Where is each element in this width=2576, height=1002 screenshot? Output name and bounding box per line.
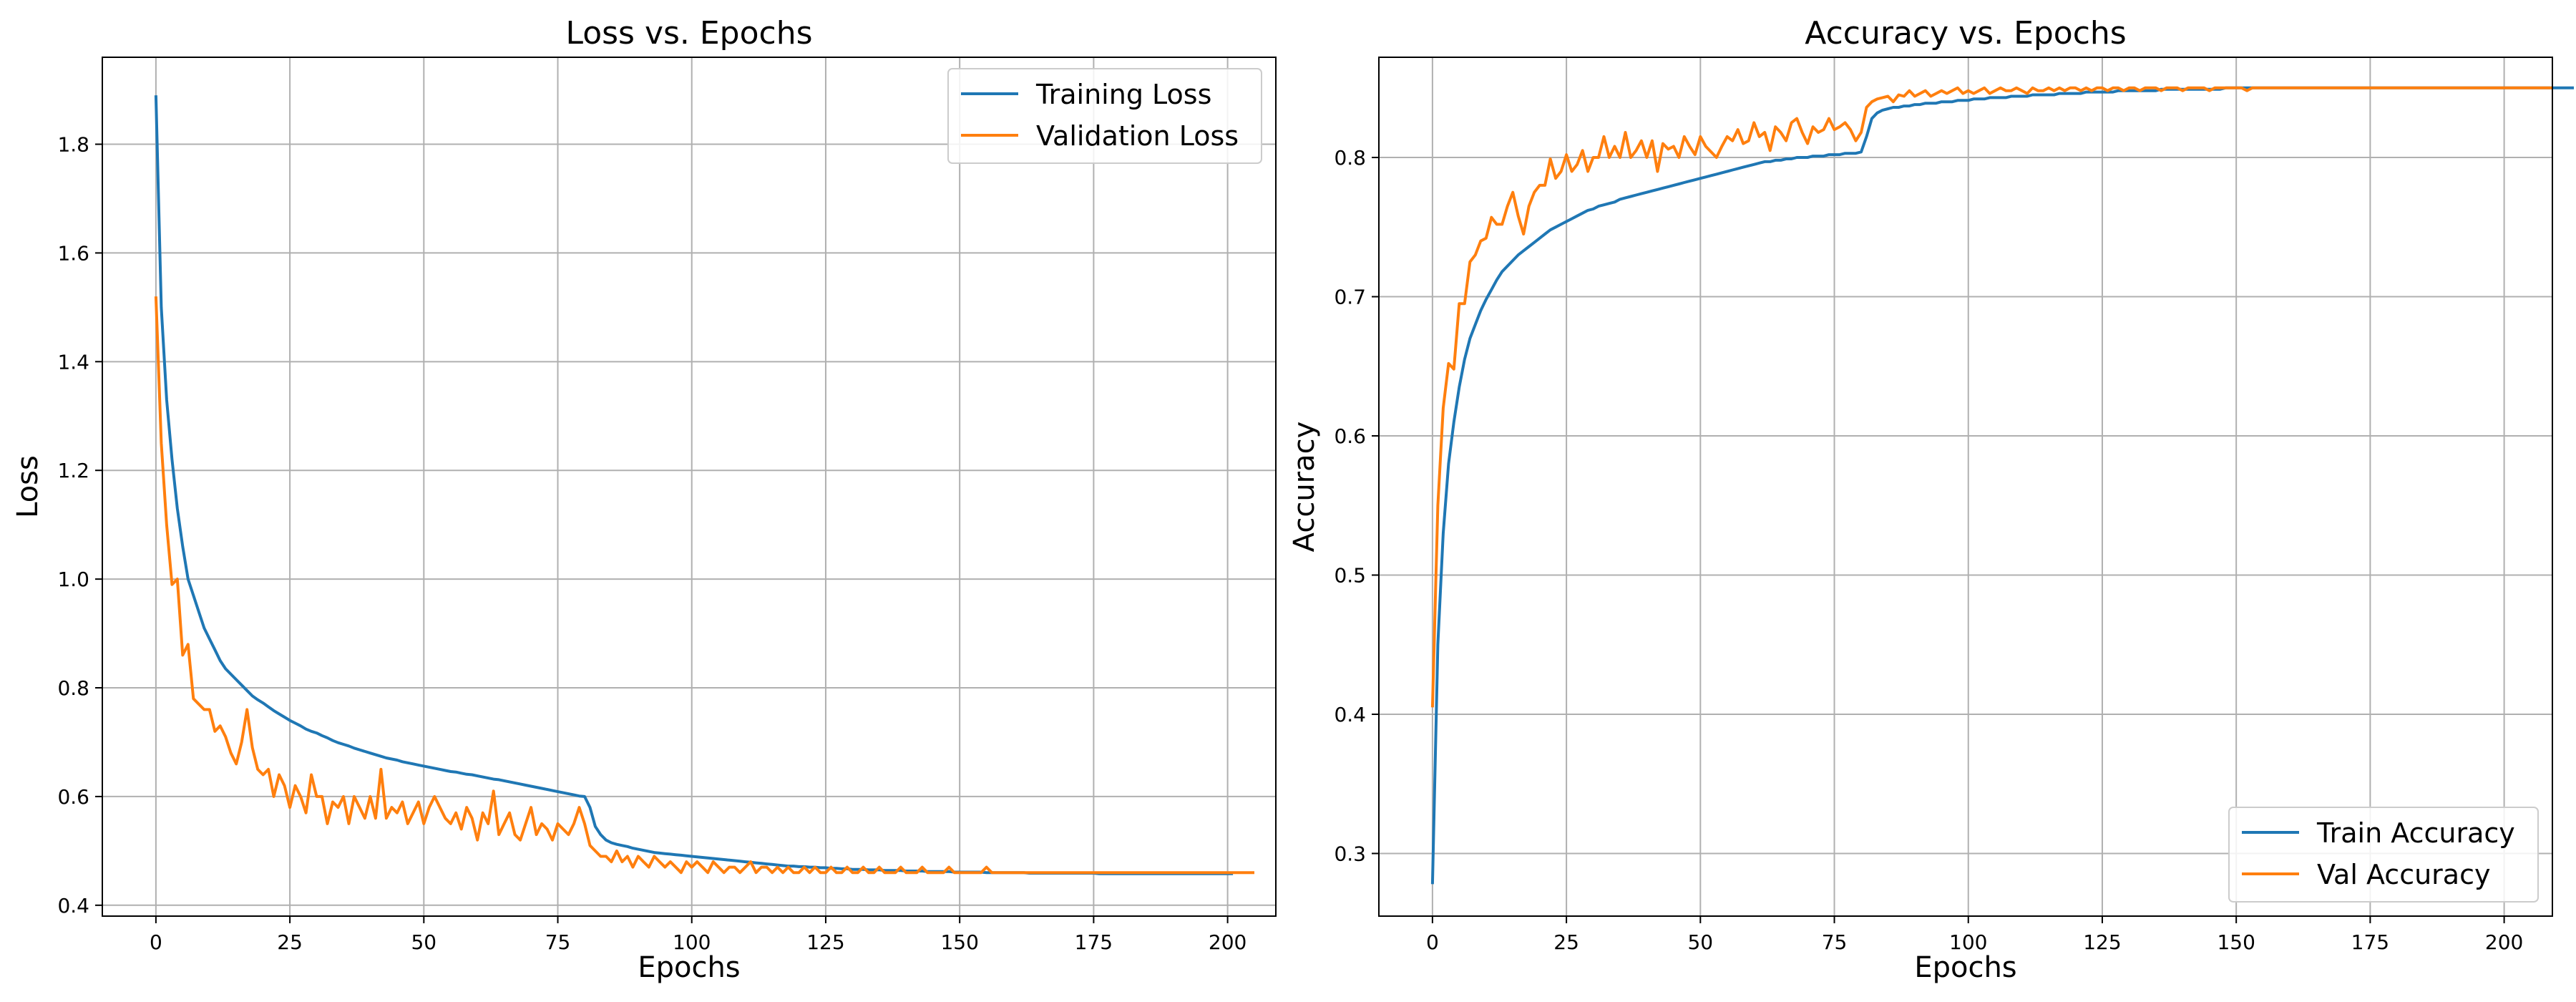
loss-chart-ytick-label-4: 1.2 <box>57 459 89 482</box>
loss-chart-series <box>154 95 1254 875</box>
loss-chart-frame <box>102 57 1277 917</box>
accuracy-chart-legend-box <box>2228 807 2539 903</box>
accuracy-chart-ticks: 0 25 50 75 100 125 150 175 200 0.3 0.4 0.5 0.6 0.7 0.8 <box>1334 146 2523 954</box>
loss-chart-grid <box>102 57 1276 916</box>
accuracy-chart-xtick-label-6: 150 <box>2217 930 2255 954</box>
accuracy-chart-series-0-line <box>1430 86 2574 885</box>
accuracy-chart-ylabel: Accuracy <box>1288 422 1321 553</box>
loss-chart-xtick-label-3: 75 <box>545 930 571 954</box>
loss-chart-ytick-label-3: 1.0 <box>57 568 89 591</box>
accuracy-chart-xlabel: Epochs <box>1914 951 2016 984</box>
loss-chart-series-0-line <box>154 95 1234 875</box>
accuracy-chart-ytick-label-3: 0.6 <box>1334 424 1366 448</box>
loss-chart-ytick-label-2: 0.8 <box>57 676 89 700</box>
loss-chart-xtick-label-4: 100 <box>673 930 711 954</box>
loss-chart: Loss vs. Epochs 0 25 50 75 100 125 150 175 200 0.… <box>11 15 1277 984</box>
loss-chart-legend: Training Loss Validation Loss <box>947 68 1262 164</box>
accuracy-chart-series <box>1430 86 2574 885</box>
loss-chart-ytick-label-5: 1.4 <box>57 350 89 374</box>
accuracy-chart-xtick-label-7: 175 <box>2351 930 2389 954</box>
loss-chart-ytick-label-0: 0.4 <box>57 894 89 918</box>
loss-chart-ticks: 0 25 50 75 100 125 150 175 200 0.4 0.6 0.8 1.0 1.2 1.4… <box>57 133 1246 954</box>
loss-chart-legend-box <box>947 68 1262 164</box>
loss-chart-xtick-label-5: 125 <box>806 930 844 954</box>
loss-chart-xtick-label-1: 25 <box>277 930 303 954</box>
accuracy-chart-xtick-label-5: 125 <box>2083 930 2121 954</box>
accuracy-chart-ytick-label-1: 0.4 <box>1334 703 1366 726</box>
accuracy-chart-ytick-label-5: 0.8 <box>1334 146 1366 170</box>
loss-chart-xtick-label-0: 0 <box>150 930 162 954</box>
loss-chart-legend-label-0: Training Loss <box>1035 79 1211 110</box>
accuracy-chart-title: Accuracy vs. Epochs <box>1805 15 2126 52</box>
accuracy-chart-legend: Train Accuracy Val Accuracy <box>2228 807 2539 903</box>
loss-chart-ylabel: Loss <box>11 455 44 518</box>
loss-chart-xlabel: Epochs <box>638 951 740 984</box>
loss-chart-series-1-line <box>154 296 1254 875</box>
accuracy-chart-series-1-line <box>1430 86 2552 708</box>
accuracy-chart-ytick-label-0: 0.3 <box>1334 842 1366 865</box>
accuracy-chart-frame <box>1378 57 2553 917</box>
accuracy-chart-xtick-label-2: 50 <box>1687 930 1713 954</box>
loss-chart-xtick-label-6: 150 <box>940 930 978 954</box>
loss-chart-legend-label-1: Validation Loss <box>1036 120 1239 152</box>
accuracy-chart-xtick-label-1: 25 <box>1553 930 1579 954</box>
accuracy-chart-legend-label-1: Val Accuracy <box>2317 859 2490 890</box>
accuracy-chart-legend-label-0: Train Accuracy <box>2316 817 2515 849</box>
loss-chart-xtick-label-7: 175 <box>1075 930 1113 954</box>
loss-chart-ytick-label-6: 1.6 <box>57 241 89 265</box>
accuracy-chart-xtick-label-4: 100 <box>1949 930 1987 954</box>
loss-chart-ytick-label-1: 0.6 <box>57 785 89 809</box>
accuracy-chart-ytick-label-4: 0.7 <box>1334 286 1366 309</box>
loss-chart-ytick-label-7: 1.8 <box>57 133 89 157</box>
accuracy-chart: Accuracy vs. Epochs 0 25 50 75 100 125 150 175 2… <box>1288 15 2574 984</box>
accuracy-chart-ytick-label-2: 0.5 <box>1334 564 1366 588</box>
loss-chart-xtick-label-8: 200 <box>1209 930 1246 954</box>
loss-chart-title: Loss vs. Epochs <box>565 15 812 52</box>
accuracy-chart-xtick-label-0: 0 <box>1426 930 1439 954</box>
accuracy-chart-xtick-label-8: 200 <box>2485 930 2523 954</box>
accuracy-chart-xtick-label-3: 75 <box>1822 930 1848 954</box>
loss-chart-xtick-label-2: 50 <box>411 930 436 954</box>
accuracy-chart-grid <box>1379 57 2552 916</box>
